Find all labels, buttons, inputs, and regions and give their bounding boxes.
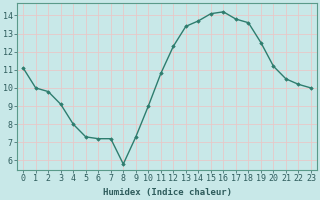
X-axis label: Humidex (Indice chaleur): Humidex (Indice chaleur) bbox=[103, 188, 232, 197]
